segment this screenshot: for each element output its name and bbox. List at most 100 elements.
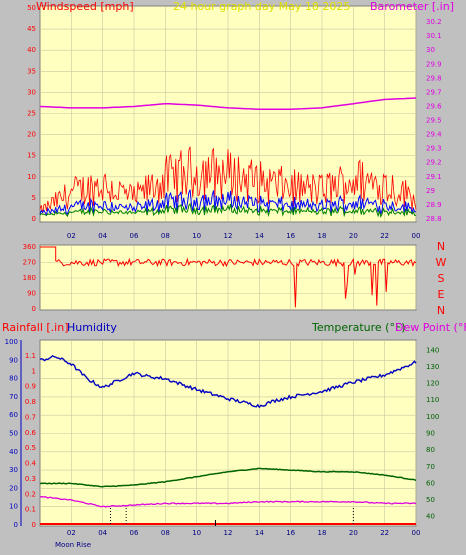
compass-letter: W (436, 256, 447, 269)
barometer-label: Barometer [.in] (370, 0, 454, 13)
temp-tick-label: 60 (426, 479, 435, 487)
rain-tick-label: 1 (32, 367, 36, 375)
dewpoint-label: Dew Point (°F) (395, 321, 466, 334)
hour-tick-label: 14 (255, 232, 264, 240)
wind-tick-label: 50 (27, 4, 36, 12)
humidity-tick-label: 60 (9, 411, 18, 419)
moon-rise-label: Moon Rise (55, 541, 91, 549)
hour-tick-label: 10 (192, 529, 201, 537)
compass-letter: N (437, 304, 445, 317)
direction-tick-label: 360 (23, 243, 36, 251)
hour-tick-label: 20 (349, 232, 358, 240)
barometer-tick-label: 29.5 (426, 117, 442, 125)
wind-tick-label: 5 (32, 194, 36, 202)
rain-tick-label: 0.1 (25, 506, 36, 514)
humidity-axis-ticks: 0 10 20 30 40 50 60 70 80 90 100 (5, 338, 18, 529)
wind-series (39, 97, 417, 219)
humidity-grid (41, 341, 417, 525)
barometer-tick-label: 29.1 (426, 173, 442, 181)
rain-tick-label: 0.8 (25, 398, 36, 406)
bottom-x-ticks: 02 04 06 08 10 12 14 16 18 20 22 00 (20, 340, 421, 537)
hour-tick-label: 22 (380, 232, 389, 240)
hour-tick-label: 02 (67, 232, 76, 240)
temp-tick-label: 50 (426, 496, 435, 504)
humidity-tick-label: 80 (9, 375, 18, 383)
compass-letter: E (438, 288, 445, 301)
wind-tick-label: 0 (32, 215, 36, 223)
direction-tick-label: 180 (23, 274, 36, 282)
rain-tick-label: 0 (32, 521, 36, 529)
wind-tick-label: 15 (27, 152, 36, 160)
wind-x-ticks: 02 04 06 08 10 12 14 16 18 20 22 00 (67, 232, 421, 240)
wind-direction-series (40, 246, 417, 308)
humidity-tick-label: 20 (9, 484, 18, 492)
wind-lull-series (39, 202, 416, 219)
wind-grid (41, 7, 417, 221)
hour-tick-label: 20 (349, 529, 358, 537)
hour-tick-label: 00 (412, 529, 421, 537)
barometer-tick-label: 28.8 (426, 215, 442, 223)
temp-tick-label: 140 (426, 346, 439, 354)
humidity-tick-label: 90 (9, 356, 18, 364)
rain-tick-label: 0.5 (25, 444, 36, 452)
hour-tick-label: 16 (286, 232, 295, 240)
hour-tick-label: 12 (224, 232, 233, 240)
hour-tick-label: 12 (224, 529, 233, 537)
hour-tick-label: 14 (255, 529, 264, 537)
humidity-tick-label: 40 (9, 448, 18, 456)
wind-tick-label: 45 (27, 25, 36, 33)
wind-tick-label: 25 (27, 110, 36, 118)
barometer-tick-label: 28.9 (426, 201, 442, 209)
barometer-tick-label: 30 (426, 46, 435, 54)
hour-tick-label: 06 (130, 529, 139, 537)
humidity-tick-label: 50 (9, 430, 18, 438)
temp-tick-label: 40 (426, 513, 435, 521)
rain-tick-label: 0.9 (25, 383, 36, 391)
hour-tick-label: 04 (98, 529, 107, 537)
temp-tick-label: 90 (426, 430, 435, 438)
rainfall-label: Rainfall [.in] (2, 321, 69, 334)
rain-axis-ticks: 0 0.1 0.2 0.3 0.4 0.5 0.6 0.7 0.8 0.9 1 1.1 (25, 352, 37, 529)
rain-tick-label: 0.2 (25, 490, 36, 498)
wind-tick-label: 40 (27, 46, 36, 54)
direction-axis-ticks: 0 90 180 270 360 (23, 243, 36, 313)
hour-tick-label: 04 (98, 232, 107, 240)
rain-tick-label: 1.1 (25, 352, 36, 360)
wind-tick-label: 10 (27, 173, 36, 181)
rain-tick-label: 0.7 (25, 413, 36, 421)
humidity-tick-label: 30 (9, 466, 18, 474)
temperature-label: Temperature (°F) (311, 321, 406, 334)
humidity-series (39, 354, 417, 409)
temp-tick-label: 80 (426, 446, 435, 454)
barometer-tick-label: 29.6 (426, 102, 442, 110)
hour-tick-label: 22 (380, 529, 389, 537)
barometer-tick-label: 30.2 (426, 18, 442, 26)
barometer-series (39, 97, 417, 111)
hour-tick-label: 06 (130, 232, 139, 240)
barometer-tick-label: 30.1 (426, 32, 442, 40)
hour-tick-label: 10 (192, 232, 201, 240)
temp-tick-label: 110 (426, 396, 439, 404)
humidity-tick-label: 10 (9, 503, 18, 511)
hour-tick-label: 18 (318, 232, 327, 240)
graph-title: 24 hour graph day May 18 2025 (173, 0, 350, 13)
hour-tick-label: 16 (286, 529, 295, 537)
dewpoint-series (39, 496, 417, 508)
hour-tick-label: 08 (161, 232, 170, 240)
windspeed-label: Windspeed [mph] (36, 0, 134, 13)
humidity-label: Humidity (67, 321, 117, 334)
temp-tick-label: 100 (426, 413, 439, 421)
wind-average-series (39, 189, 416, 217)
wind-tick-label: 30 (27, 88, 36, 96)
wind-axis-ticks: 0 5 10 15 20 25 30 35 40 45 50 (27, 4, 36, 223)
compass-letter: N (437, 240, 445, 253)
rain-tick-label: 0.6 (25, 429, 37, 437)
barometer-tick-label: 29.9 (426, 60, 442, 68)
barometer-tick-label: 29.8 (426, 74, 442, 82)
hour-tick-label: 18 (318, 529, 327, 537)
humidity-tick-label: 0 (14, 521, 18, 529)
hour-tick-label: 08 (161, 529, 170, 537)
